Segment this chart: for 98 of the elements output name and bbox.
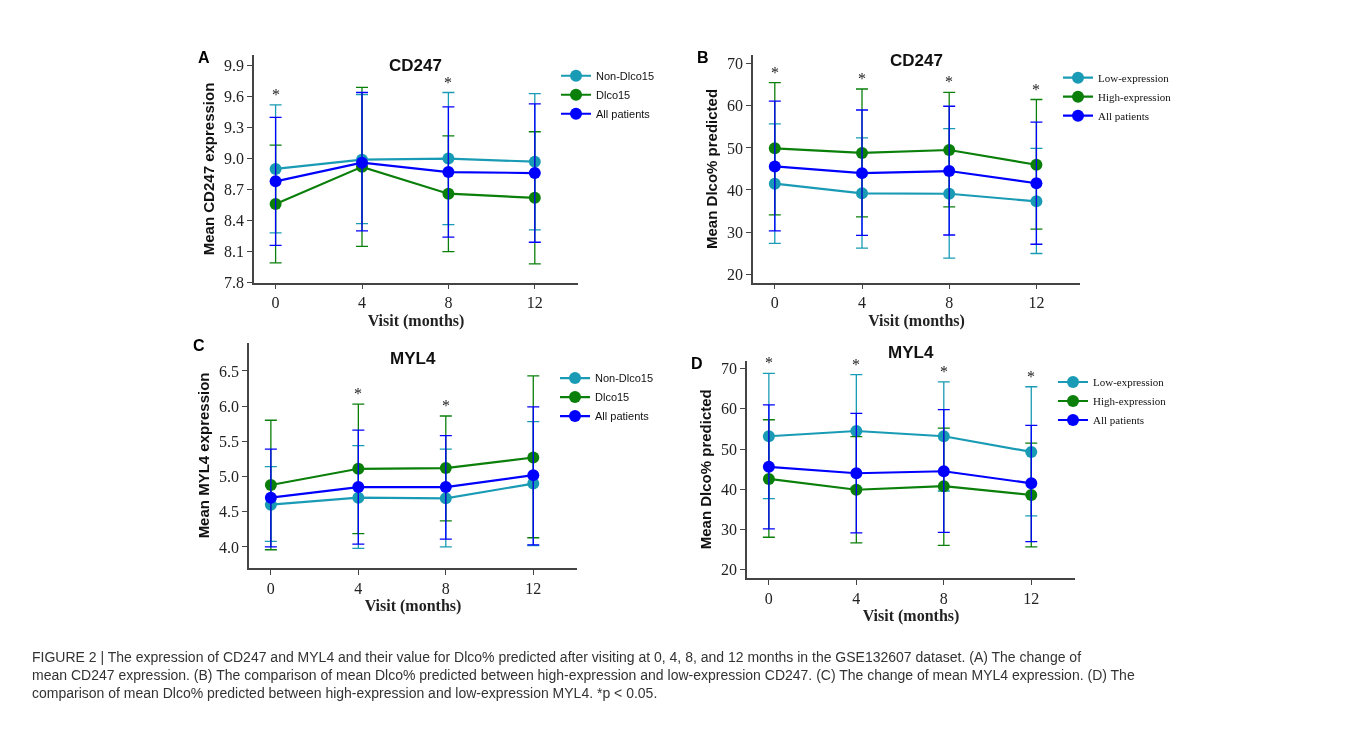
point — [937, 465, 950, 478]
y-tick-label: 40 — [721, 480, 738, 498]
x-axis-title: Visit (months) — [364, 597, 462, 616]
y-tick-label: 6.0 — [219, 397, 240, 415]
y-tick-label: 9.6 — [224, 88, 245, 106]
point — [762, 460, 775, 473]
point — [442, 166, 455, 179]
point — [768, 160, 781, 173]
point — [527, 469, 540, 482]
chart-title: CD247 — [389, 56, 442, 75]
y-tick-label: 40 — [727, 181, 744, 199]
y-tick-label: 8.7 — [224, 181, 245, 199]
y-tick-label: 50 — [727, 139, 744, 157]
legend-label: High-expression — [1098, 91, 1172, 104]
x-tick-label: 4 — [358, 294, 366, 312]
point — [439, 481, 452, 494]
y-tick-label: 20 — [727, 265, 744, 283]
x-tick-label: 0 — [764, 589, 773, 607]
x-tick-label: 0 — [770, 294, 779, 312]
point — [528, 167, 541, 180]
x-tick-label: 8 — [945, 294, 954, 312]
point — [269, 175, 282, 188]
y-tick-label: 7.8 — [224, 274, 245, 292]
x-tick-label: 12 — [525, 579, 542, 597]
x-tick-label: 4 — [858, 294, 866, 312]
point — [850, 467, 863, 480]
x-axis-title: Visit (months) — [367, 311, 465, 330]
annotation: * — [858, 70, 866, 87]
y-axis-title: Mean Dlco% predicted — [696, 389, 714, 550]
y-tick-label: 30 — [727, 223, 744, 241]
point — [1025, 477, 1038, 490]
annotation: * — [442, 397, 450, 414]
annotation: * — [852, 356, 860, 373]
y-tick-label: 4.5 — [219, 503, 240, 521]
legend-label: Non-Dlco15 — [595, 372, 654, 385]
x-tick-label: 4 — [852, 589, 861, 607]
annotation: * — [1032, 81, 1040, 98]
legend-label: Dlco15 — [596, 89, 631, 102]
y-tick-label: 6.5 — [219, 362, 240, 380]
y-axis-title: Mean MYL4 expression — [194, 372, 212, 539]
y-tick-label: 9.3 — [224, 119, 245, 137]
annotation: * — [272, 86, 280, 103]
annotation: * — [354, 385, 362, 402]
legend-label: Dlco15 — [595, 391, 630, 404]
text: D — [691, 355, 703, 372]
annotation: * — [945, 73, 953, 90]
y-tick-label: 9.0 — [224, 150, 245, 168]
y-tick-label: 60 — [727, 97, 744, 115]
x-tick-label: 8 — [444, 294, 453, 312]
text: C — [193, 337, 205, 354]
y-tick-label: 70 — [727, 55, 744, 73]
y-tick-label: 4.0 — [219, 538, 240, 556]
legend-label: All patients — [1098, 110, 1150, 123]
x-tick-label: 12 — [1023, 589, 1040, 607]
text: A — [198, 49, 210, 66]
y-axis-title: Mean Dlco% predicted — [702, 88, 720, 249]
legend-label: All patients — [595, 410, 650, 423]
annotation: * — [1027, 368, 1035, 385]
x-axis-title: Visit (months) — [862, 607, 960, 626]
y-tick-label: 5.5 — [219, 432, 240, 450]
legend-label: High-expression — [1093, 395, 1167, 408]
y-tick-label: 8.1 — [224, 243, 245, 261]
text: B — [697, 49, 709, 66]
point — [352, 481, 365, 494]
legend-label: Non-Dlco15 — [596, 70, 655, 83]
caption: FIGURE 2 | The expression of CD247 and MYL4 and their value for Dlco% predicted after visiting at 0, 4, 8, and 12 months in the GSE132607 dataset. (A) The change of mean CD247 expression. (B) The comparison of mean Dlco% predicted between high-expression and low-expression CD247. (C) The change of mean MYL4 expression. (D) The comparison of mean Dlco% predicted between high-expression and low-expression MYL4. *p < 0.05. — [32, 649, 1135, 702]
x-tick-label: 8 — [441, 579, 450, 597]
y-tick-label: 30 — [721, 521, 738, 539]
x-tick-label: 0 — [266, 579, 275, 597]
point — [943, 165, 956, 178]
y-tick-label: 60 — [721, 400, 738, 418]
x-axis-title: Visit (months) — [868, 311, 965, 330]
y-tick-label: 70 — [721, 360, 738, 378]
legend-label: Low-expression — [1093, 376, 1165, 389]
y-tick-label: 50 — [721, 440, 738, 458]
x-tick-label: 0 — [271, 294, 280, 312]
x-tick-label: 8 — [939, 589, 948, 607]
point — [856, 167, 868, 180]
y-tick-label: 5.0 — [219, 468, 240, 486]
x-tick-label: 12 — [1028, 294, 1045, 312]
chart-title: MYL4 — [390, 349, 436, 368]
annotation: * — [771, 64, 779, 81]
y-tick-label: 9.9 — [224, 57, 245, 75]
y-tick-label: 20 — [721, 561, 738, 579]
legend-label: All patients — [596, 108, 651, 121]
annotation: * — [444, 74, 452, 91]
point — [264, 491, 277, 504]
x-tick-label: 4 — [354, 579, 363, 597]
annotation: * — [940, 363, 948, 380]
y-tick-label: 8.4 — [224, 212, 245, 230]
legend-label: All patients — [1093, 414, 1145, 427]
y-axis-title: Mean CD247 expression — [199, 82, 217, 256]
x-tick-label: 12 — [526, 294, 543, 312]
annotation: * — [765, 354, 773, 371]
chart-title: CD247 — [890, 51, 943, 70]
legend-label: Low-expression — [1098, 72, 1170, 85]
point — [1030, 177, 1043, 190]
chart-title: MYL4 — [888, 343, 934, 362]
